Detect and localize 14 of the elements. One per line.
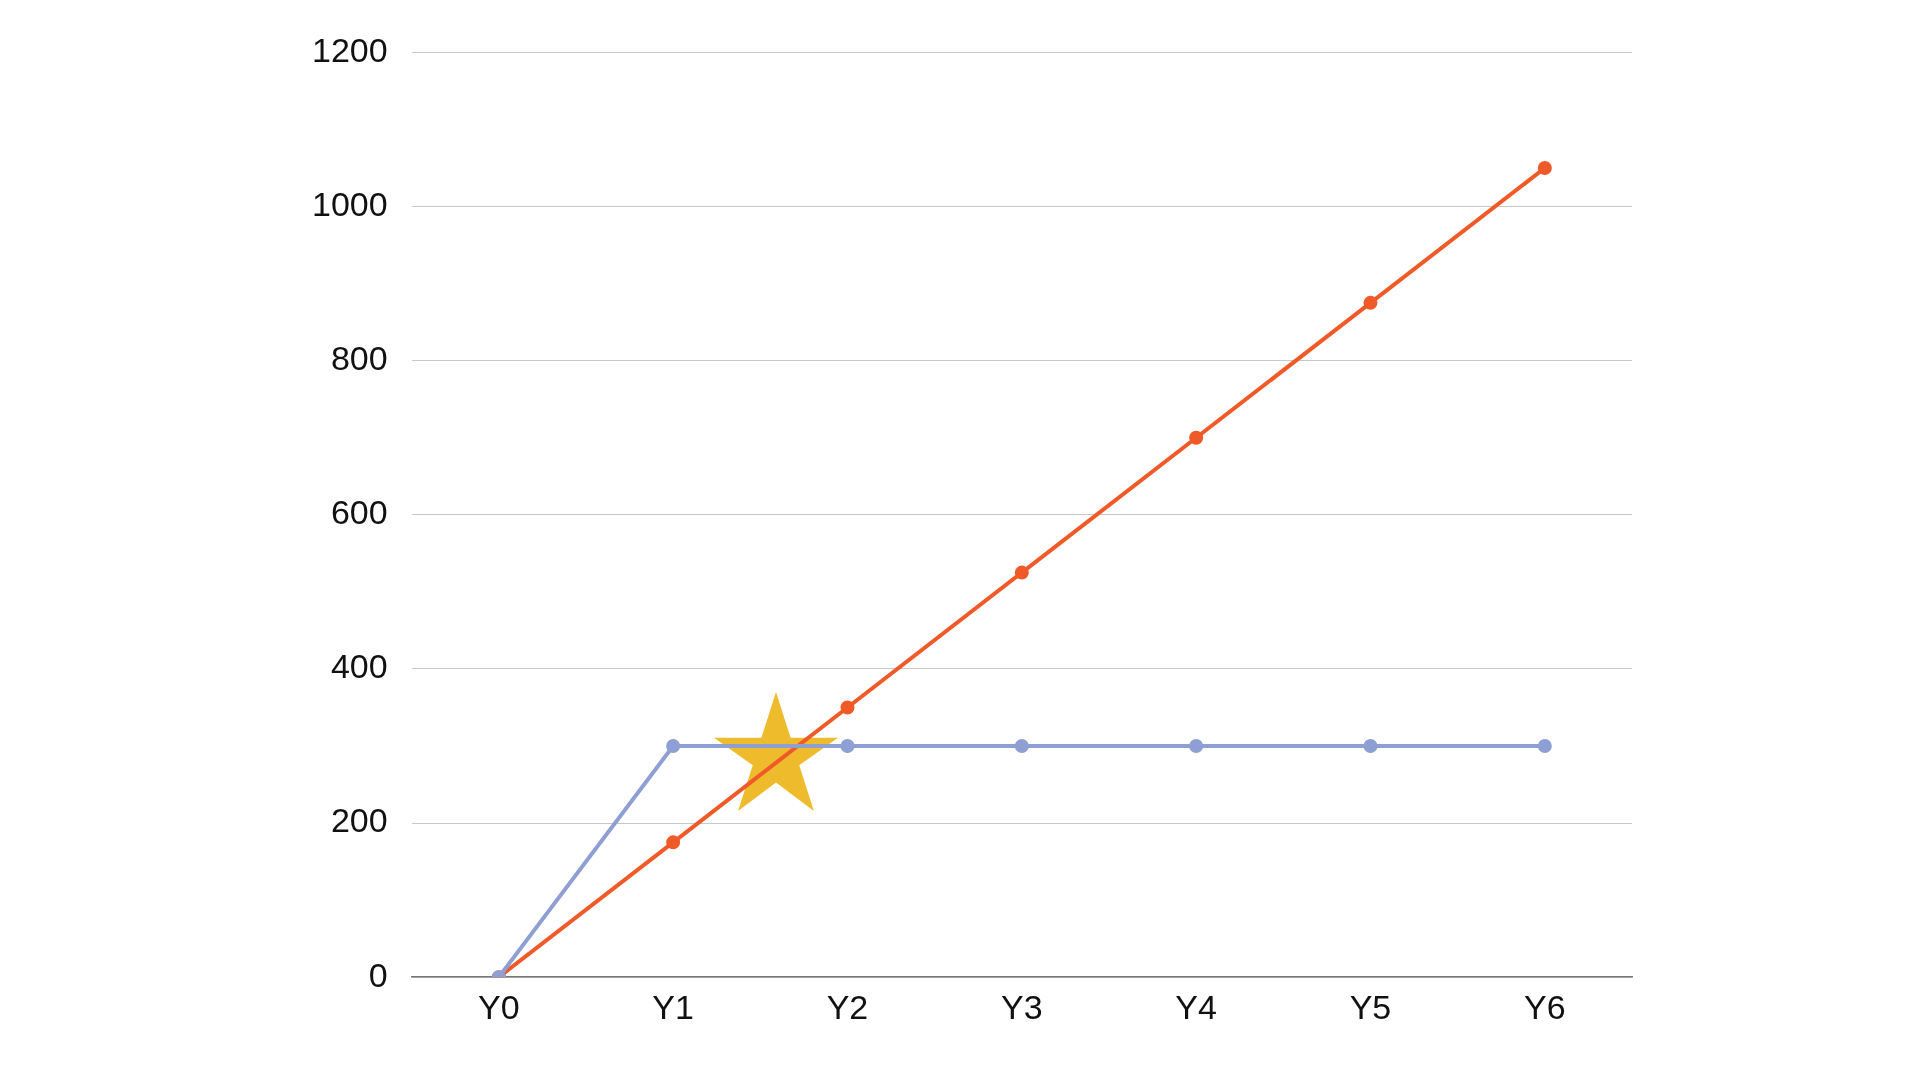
x-tick-label: Y1 [652, 987, 694, 1026]
x-tick-label: Y5 [1349, 987, 1392, 1026]
y-tick-label: 1000 [312, 184, 388, 223]
y-tick-label: 1200 [312, 30, 388, 69]
x-tick-label: Y6 [1524, 987, 1566, 1026]
x-tick-label: Y0 [478, 987, 520, 1026]
y-tick-label: 0 [368, 955, 388, 994]
y-tick-label: 400 [330, 647, 388, 686]
x-tick-label: Y3 [1001, 987, 1043, 1026]
y-tick-label: 800 [330, 339, 388, 378]
x-tick-label: Y2 [826, 987, 869, 1026]
y-tick-label: 200 [330, 801, 388, 840]
y-tick-label: 600 [330, 493, 388, 532]
x-tick-label: Y4 [1175, 987, 1217, 1026]
